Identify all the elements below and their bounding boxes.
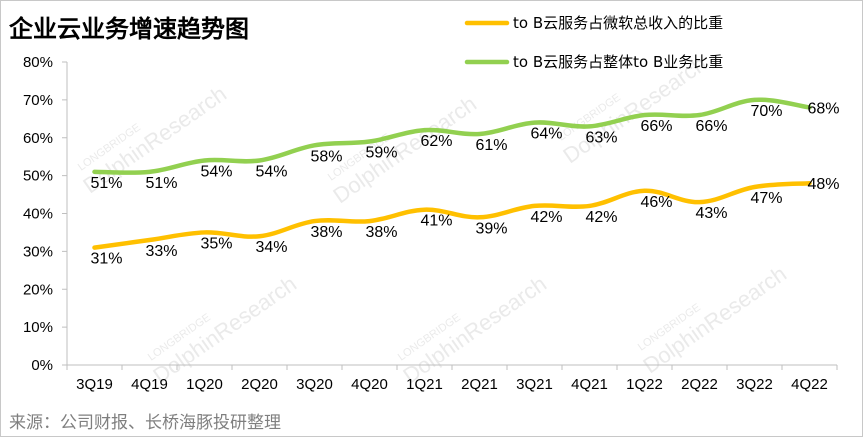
data-label: 39% xyxy=(475,220,507,237)
series-line xyxy=(92,180,812,250)
legend: to B云服务占微软总收入的比重 to B云服务占整体to B业务比重 xyxy=(464,14,723,71)
source-note: 来源：公司财报、长桥海豚投研整理 xyxy=(9,413,281,433)
data-label: 59% xyxy=(365,145,397,162)
watermark-brand2: DolphinResearch xyxy=(328,91,481,208)
x-tick-label: 3Q21 xyxy=(516,376,553,393)
x-tick-label: 3Q19 xyxy=(76,376,113,393)
series-line xyxy=(92,97,812,175)
legend-label: to B云服务占微软总收入的比重 xyxy=(513,14,723,32)
y-tick-label: 20% xyxy=(23,281,53,298)
chart-title: 企业云业务增速趋势图 xyxy=(9,15,249,43)
x-tick-label: 4Q19 xyxy=(131,376,168,393)
y-tick-label: 40% xyxy=(23,206,53,223)
y-tick-label: 80% xyxy=(23,54,53,71)
data-label: 54% xyxy=(200,163,232,180)
data-label: 64% xyxy=(530,126,562,143)
data-label: 66% xyxy=(640,118,672,135)
data-label: 58% xyxy=(310,148,342,165)
data-label: 68% xyxy=(807,100,839,117)
x-tick-label: 2Q22 xyxy=(681,376,718,393)
x-tick-label: 2Q21 xyxy=(461,376,498,393)
y-tick-label: 30% xyxy=(23,243,53,260)
y-tick-label: 60% xyxy=(23,130,53,147)
watermark-brand2: DolphinResearch xyxy=(148,271,301,388)
data-labels: 31% 33% 35% 34% 38% 38% 41% 39% 42% 42% 46% 43% 47% 4… xyxy=(90,100,839,267)
watermark-brand2: DolphinResearch xyxy=(638,261,791,378)
data-label: 33% xyxy=(145,243,177,260)
x-tick-label: 4Q21 xyxy=(571,376,608,393)
y-axis: 0% 10% 20% 30% 40% 50% 60% 70% 80% xyxy=(23,54,68,374)
x-tick-label: 4Q20 xyxy=(351,376,388,393)
data-label: 31% xyxy=(90,251,122,268)
legend-label: to B云服务占整体to B业务比重 xyxy=(513,53,723,71)
x-tick-label: 1Q20 xyxy=(186,376,223,393)
y-tick-label: 10% xyxy=(23,319,53,336)
data-label: 66% xyxy=(695,118,727,135)
data-label: 51% xyxy=(145,175,177,192)
x-tick-label: 2Q20 xyxy=(241,376,278,393)
data-label: 62% xyxy=(420,133,452,150)
x-tick-label: 3Q22 xyxy=(736,376,773,393)
data-label: 51% xyxy=(90,175,122,192)
data-label: 42% xyxy=(530,209,562,226)
x-tick-label: 1Q21 xyxy=(406,376,443,393)
y-tick-label: 70% xyxy=(23,92,53,109)
data-label: 43% xyxy=(695,205,727,222)
data-label: 35% xyxy=(200,235,232,252)
x-axis: 3Q19 4Q19 1Q20 2Q20 3Q20 4Q20 1Q21 2Q21 3Q21 4Q21… xyxy=(66,364,838,393)
x-tick-label: 4Q22 xyxy=(791,376,828,393)
watermark-brand2: DolphinResearch xyxy=(398,271,551,388)
y-tick-label: 0% xyxy=(31,357,53,374)
series-lines xyxy=(92,97,812,250)
data-label: 41% xyxy=(420,213,452,230)
data-label: 47% xyxy=(750,190,782,207)
data-label: 42% xyxy=(585,209,617,226)
x-tick-label: 3Q20 xyxy=(296,376,333,393)
x-tick-label: 1Q22 xyxy=(626,376,663,393)
data-label: 61% xyxy=(475,137,507,154)
y-tick-label: 50% xyxy=(23,168,53,185)
data-label: 63% xyxy=(585,129,617,146)
data-label: 38% xyxy=(310,224,342,241)
data-label: 70% xyxy=(750,103,782,120)
data-label: 46% xyxy=(640,194,672,211)
data-label: 54% xyxy=(255,163,287,180)
data-label: 34% xyxy=(255,239,287,256)
data-label: 48% xyxy=(807,176,839,193)
data-label: 38% xyxy=(365,224,397,241)
